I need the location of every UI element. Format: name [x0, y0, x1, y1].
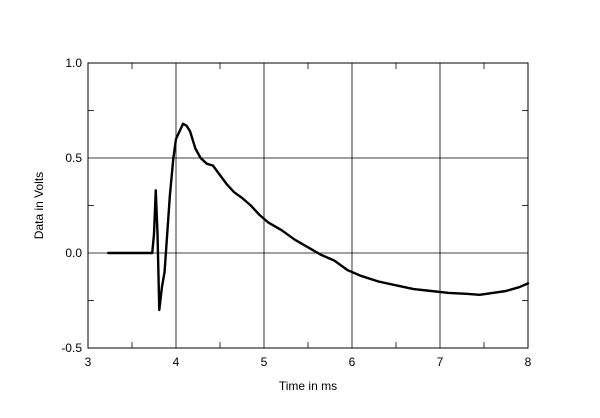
y-tick-label: 1.0: [65, 56, 82, 70]
y-axis-label: Data in Volts: [32, 172, 46, 239]
grid-lines: [88, 63, 528, 348]
y-tick-label: 0.0: [65, 246, 82, 260]
tick-marks: [88, 63, 528, 348]
y-tick-label: 0.5: [65, 151, 82, 165]
x-tick-label: 4: [173, 355, 180, 369]
x-axis-label: Time in ms: [279, 379, 337, 393]
series-line: [107, 122, 530, 312]
y-tick-labels: -0.5 0.0 0.5 1.0: [61, 56, 82, 355]
x-tick-label: 3: [85, 355, 92, 369]
plot-frame: [87, 62, 529, 349]
x-tick-label: 6: [349, 355, 356, 369]
x-tick-labels: 3 4 5 6 7 8: [85, 355, 532, 369]
x-tick-label: 5: [261, 355, 268, 369]
x-tick-label: 8: [525, 355, 532, 369]
y-tick-label: -0.5: [61, 341, 82, 355]
series-layer: [107, 122, 530, 312]
x-tick-label: 7: [437, 355, 444, 369]
